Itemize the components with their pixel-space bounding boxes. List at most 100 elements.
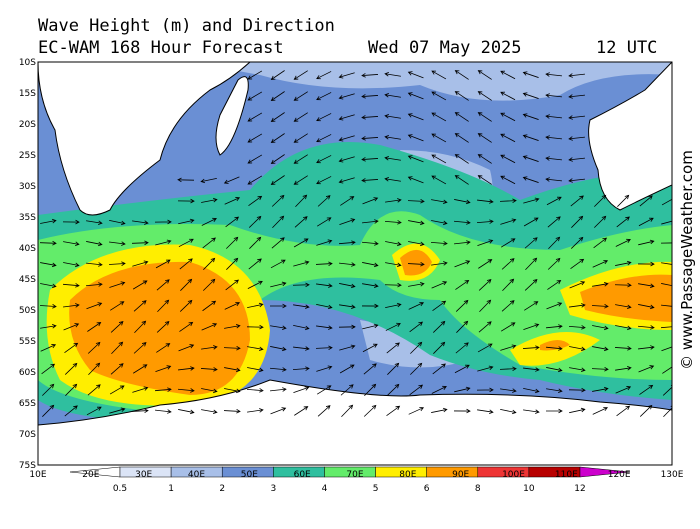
wave-arrow: [201, 345, 218, 350]
date: Wed 07 May 2025: [368, 38, 522, 58]
wave-arrow: [86, 241, 103, 247]
wave-arrow: [431, 112, 447, 122]
wave-arrow: [132, 260, 149, 267]
wave-arrow: [454, 199, 471, 205]
wave-arrow: [477, 239, 494, 246]
wave-arrow: [499, 366, 517, 372]
wave-arrow: [270, 175, 285, 185]
wave-arrow: [292, 282, 310, 288]
wave-arrow: [384, 177, 401, 182]
wave-arrow: [62, 283, 80, 288]
wave-arrow: [200, 367, 218, 372]
wave-arrow: [545, 135, 562, 140]
wave-arrow: [410, 362, 423, 375]
lon-label: 130E: [661, 470, 684, 480]
wave-arrow: [201, 409, 218, 415]
wave-arrow: [316, 134, 332, 143]
wave-arrow: [568, 115, 585, 120]
wave-arrow: [39, 304, 57, 309]
wave-arrow: [522, 71, 539, 78]
wave-arrow: [660, 242, 672, 244]
wave-arrow: [638, 239, 655, 246]
wave-arrow: [569, 303, 586, 308]
wave-arrow: [338, 72, 355, 79]
wave-arrow: [638, 345, 655, 350]
wave-arrow: [339, 364, 355, 374]
wave-arrow: [41, 363, 56, 375]
wave-arrow: [293, 175, 308, 185]
wave-arrow: [407, 134, 424, 142]
wave-arrow: [63, 241, 80, 247]
wave-arrow: [110, 321, 124, 333]
wave-arrow: [522, 134, 539, 141]
wave-arrow: [87, 384, 101, 396]
wave-arrow: [409, 384, 424, 396]
wave-arrow: [432, 320, 446, 333]
wave-arrow: [454, 133, 469, 143]
lon-label: 10E: [29, 470, 46, 480]
wave-arrow: [408, 281, 425, 287]
colorbar-label: 1: [168, 484, 174, 494]
wave-arrow: [361, 115, 379, 120]
wave-arrow: [133, 342, 147, 354]
wave-arrow: [338, 93, 355, 100]
wave-arrow: [547, 280, 562, 290]
wave-arrow: [431, 70, 447, 80]
wave-arrow: [500, 238, 516, 248]
wave-arrow: [663, 405, 672, 418]
wave-arrow: [86, 262, 103, 267]
wave-arrow: [407, 92, 424, 100]
wave-arrow: [155, 409, 172, 414]
wave-arrow: [454, 112, 469, 122]
wave-arrow: [247, 302, 264, 309]
wave-arrow: [338, 114, 355, 121]
wave-arrow: [200, 178, 217, 184]
wave-arrow: [500, 388, 517, 393]
lon-label: 110E: [555, 470, 578, 480]
wave-arrow: [639, 404, 653, 417]
wave-arrow: [157, 299, 170, 313]
lat-label: 60S: [19, 368, 36, 378]
wave-arrow: [226, 257, 239, 270]
wave-arrow: [592, 281, 609, 287]
wave-arrow: [594, 194, 607, 207]
wave-arrow: [64, 342, 79, 353]
lon-label: 90E: [452, 470, 469, 480]
wave-arrow: [338, 177, 355, 184]
wave-arrow: [203, 257, 216, 270]
wave-arrow: [477, 91, 492, 101]
wave-arrow: [523, 388, 540, 394]
lat-label: 10S: [19, 58, 36, 68]
wave-arrow: [662, 364, 672, 374]
wave-6-8: [400, 249, 432, 276]
wave-arrow: [637, 261, 655, 267]
wave-arrow: [454, 70, 469, 80]
wave-arrow: [223, 176, 240, 184]
wave-arrow: [522, 92, 539, 99]
calm-area: [38, 62, 672, 101]
wave-arrow: [384, 72, 401, 77]
wave-arrow: [295, 194, 308, 208]
wave-arrow: [523, 367, 540, 372]
wave-arrow: [270, 259, 286, 269]
wave-arrow: [202, 300, 217, 312]
wave-arrow: [500, 154, 516, 164]
wave-arrow: [432, 300, 447, 312]
wave-arrow: [477, 133, 492, 143]
wave-arrow: [42, 383, 55, 396]
wave-arrow: [387, 362, 400, 375]
wave-arrow: [477, 343, 493, 353]
wave-arrow: [568, 325, 586, 330]
colorbar-label: 4: [322, 484, 328, 494]
wave-arrow: [270, 346, 287, 352]
wave-arrow: [178, 344, 195, 352]
wave-arrow: [478, 321, 492, 333]
wave-arrow: [293, 133, 308, 143]
wave-arrow: [570, 258, 585, 270]
wave-arrow: [247, 367, 264, 373]
wave-arrow: [386, 342, 400, 354]
wave-arrow: [86, 302, 103, 310]
wave-arrow: [431, 199, 448, 205]
wave-arrow: [362, 262, 379, 268]
